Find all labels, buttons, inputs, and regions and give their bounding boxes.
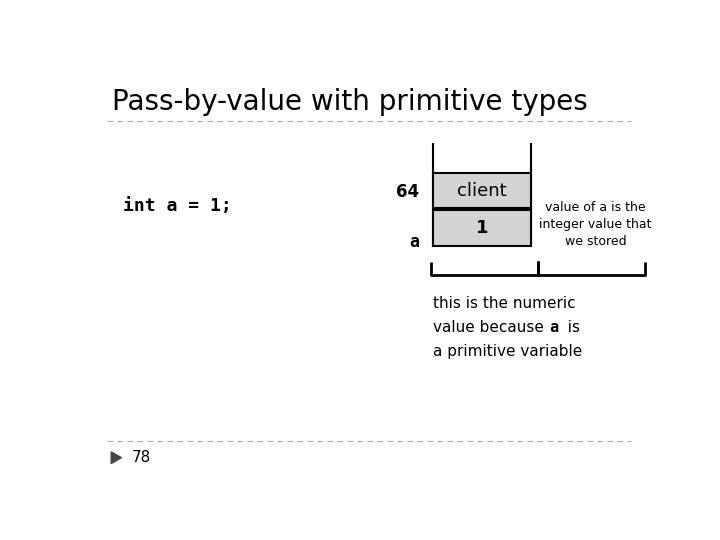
Text: int a = 1;: int a = 1; <box>124 197 233 215</box>
Bar <box>433 173 531 208</box>
Text: 64: 64 <box>396 183 419 201</box>
Text: a primitive variable: a primitive variable <box>433 344 582 359</box>
Text: value of a is the
integer value that
we stored: value of a is the integer value that we … <box>539 201 652 248</box>
Text: this is the numeric: this is the numeric <box>433 295 576 310</box>
Text: client: client <box>457 181 507 200</box>
Text: a: a <box>549 320 558 335</box>
Text: 78: 78 <box>132 450 151 465</box>
Text: Pass-by-value with primitive types: Pass-by-value with primitive types <box>112 87 588 116</box>
Text: value because: value because <box>433 320 549 335</box>
Polygon shape <box>111 452 122 463</box>
Text: is: is <box>558 320 580 335</box>
Bar <box>433 211 531 246</box>
Text: a: a <box>409 233 419 251</box>
Text: 1: 1 <box>476 219 488 237</box>
